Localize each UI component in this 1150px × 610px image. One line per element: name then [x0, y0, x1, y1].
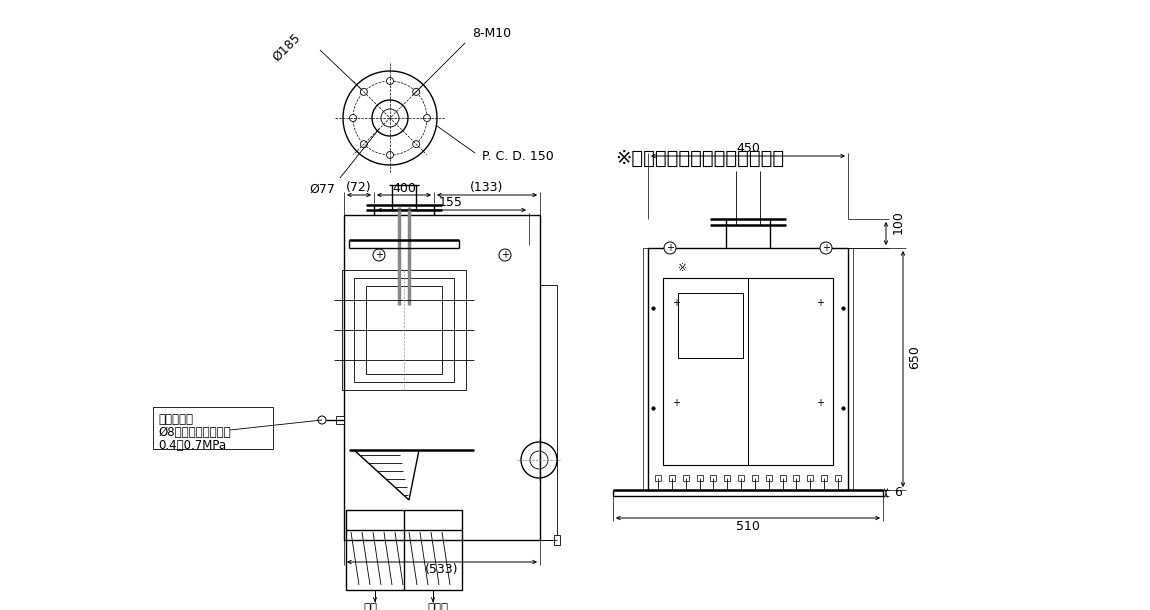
Bar: [336, 416, 344, 424]
Text: 良品: 良品: [363, 601, 377, 610]
Text: 155: 155: [439, 196, 463, 209]
Bar: [669, 475, 675, 481]
Text: 650: 650: [908, 345, 921, 369]
Bar: [344, 215, 540, 540]
Text: ※: ※: [678, 263, 688, 273]
Text: Ø8クイック継手付き: Ø8クイック継手付き: [158, 426, 231, 439]
Text: エア供給口: エア供給口: [158, 413, 193, 426]
Circle shape: [499, 249, 511, 261]
Bar: [821, 475, 827, 481]
Text: +: +: [375, 250, 383, 260]
Text: 510: 510: [736, 520, 760, 533]
Bar: [656, 475, 661, 481]
Text: (72): (72): [346, 182, 371, 195]
Bar: [554, 535, 560, 545]
Bar: [697, 475, 703, 481]
Circle shape: [820, 242, 831, 254]
Bar: [683, 475, 689, 481]
Bar: [752, 475, 758, 481]
Text: 8-M10: 8-M10: [472, 27, 511, 40]
Text: +: +: [672, 298, 680, 308]
Bar: [793, 475, 799, 481]
Text: 100: 100: [891, 210, 905, 234]
Bar: [354, 278, 454, 382]
Bar: [346, 510, 462, 590]
Bar: [766, 475, 772, 481]
Text: ※入口短管はオプションです。: ※入口短管はオプションです。: [615, 148, 784, 168]
Text: 0.4～0.7MPa: 0.4～0.7MPa: [158, 439, 227, 452]
Circle shape: [413, 141, 420, 148]
Circle shape: [350, 115, 356, 121]
Text: +: +: [816, 298, 825, 308]
Bar: [366, 286, 442, 374]
Bar: [342, 270, 466, 390]
Text: 400: 400: [392, 182, 416, 195]
Text: +: +: [501, 250, 509, 260]
Text: +: +: [666, 243, 674, 253]
Text: 不良品: 不良品: [428, 601, 448, 610]
Bar: [540, 285, 557, 540]
Circle shape: [360, 141, 367, 148]
Circle shape: [373, 249, 385, 261]
Text: Ø185: Ø185: [270, 31, 302, 64]
Circle shape: [664, 242, 676, 254]
Text: Ø77: Ø77: [309, 183, 335, 196]
Circle shape: [386, 151, 393, 159]
Bar: [664, 278, 833, 465]
Bar: [780, 475, 785, 481]
Bar: [643, 248, 853, 490]
Bar: [678, 293, 743, 358]
Text: (133): (133): [470, 182, 504, 195]
Circle shape: [319, 416, 325, 424]
Bar: [711, 475, 716, 481]
Bar: [738, 475, 744, 481]
Circle shape: [386, 77, 393, 85]
Circle shape: [360, 88, 367, 95]
Text: +: +: [822, 243, 830, 253]
Circle shape: [423, 115, 430, 121]
Text: P. C. D. 150: P. C. D. 150: [482, 149, 554, 162]
Circle shape: [413, 88, 420, 95]
Bar: [835, 475, 841, 481]
Bar: [647, 248, 848, 490]
Text: (533): (533): [426, 564, 459, 576]
Bar: [153, 407, 273, 449]
Text: 450: 450: [736, 143, 760, 156]
Text: +: +: [672, 398, 680, 408]
Text: +: +: [816, 398, 825, 408]
Text: 6: 6: [894, 487, 902, 500]
Bar: [724, 475, 730, 481]
Bar: [807, 475, 813, 481]
